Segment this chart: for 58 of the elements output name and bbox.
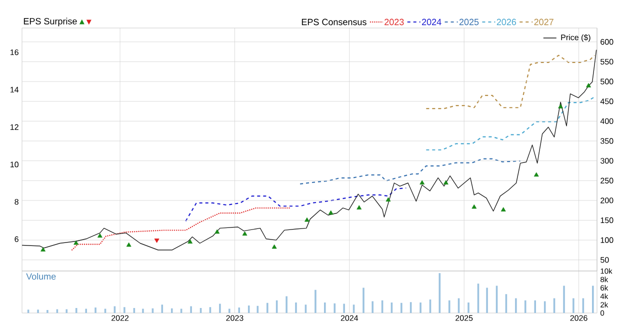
y2-tick-label: 200 bbox=[600, 198, 614, 204]
y-tick-label: 8 bbox=[14, 199, 18, 205]
y2-tick-label: 150 bbox=[600, 217, 614, 224]
point bbox=[74, 240, 78, 245]
legend-label: Price ($) bbox=[561, 34, 590, 42]
point bbox=[386, 197, 391, 202]
point bbox=[304, 217, 310, 222]
y-tick-label: 14 bbox=[10, 86, 19, 92]
point bbox=[586, 83, 591, 88]
point bbox=[534, 172, 539, 177]
y2-tick-label: 400 bbox=[600, 118, 614, 124]
point bbox=[356, 205, 362, 210]
y-tick-label: 6 bbox=[14, 236, 18, 242]
point bbox=[443, 180, 448, 184]
x-tick-label: 2025 bbox=[456, 315, 473, 321]
point bbox=[97, 233, 102, 238]
point bbox=[242, 231, 248, 236]
y-tick-label: 10 bbox=[10, 162, 18, 168]
point bbox=[40, 247, 46, 252]
point bbox=[558, 104, 564, 108]
line-series bbox=[300, 158, 521, 184]
y-tick-label: 16 bbox=[10, 49, 18, 56]
legend-label: 2027 bbox=[534, 18, 554, 26]
point bbox=[500, 207, 506, 212]
y2-tick-label: 550 bbox=[600, 58, 614, 65]
point bbox=[154, 238, 160, 243]
y2-tick-label: 600 bbox=[600, 39, 614, 45]
x-tick-label: 2024 bbox=[340, 315, 358, 321]
point bbox=[188, 239, 193, 244]
y2-tick-label: 50 bbox=[600, 257, 609, 263]
line-series bbox=[22, 49, 597, 250]
point bbox=[126, 242, 132, 247]
x-tick-label: 2026 bbox=[570, 315, 588, 321]
y2-tick-label: 450 bbox=[600, 98, 614, 104]
line-series bbox=[426, 54, 596, 110]
y2-tick-label: 250 bbox=[600, 178, 614, 184]
point bbox=[272, 244, 277, 249]
chart-title: Volume bbox=[26, 273, 56, 280]
x-tick-label: 2022 bbox=[112, 315, 129, 321]
point bbox=[420, 180, 425, 184]
legend-label: 2025 bbox=[459, 18, 479, 26]
y2-tick-label: 100 bbox=[600, 237, 614, 243]
legend-label: 2026 bbox=[496, 18, 516, 26]
point bbox=[328, 210, 334, 215]
y2-tick-label: 500 bbox=[600, 78, 614, 84]
legend-label: 2024 bbox=[422, 18, 442, 26]
y2-tick-label: 300 bbox=[600, 158, 614, 164]
point bbox=[214, 229, 220, 234]
point bbox=[472, 204, 477, 209]
legend-title: EPS Consensus bbox=[302, 18, 366, 26]
legend-label: 2023 bbox=[384, 18, 404, 26]
y-tick-label: 12 bbox=[10, 124, 18, 130]
x-tick-label: 2023 bbox=[226, 315, 244, 321]
y2-tick-label: 350 bbox=[600, 138, 614, 144]
line-series bbox=[185, 187, 407, 222]
line-series bbox=[426, 96, 594, 150]
text: EPS Surprise bbox=[24, 18, 77, 26]
line-series bbox=[71, 207, 291, 251]
